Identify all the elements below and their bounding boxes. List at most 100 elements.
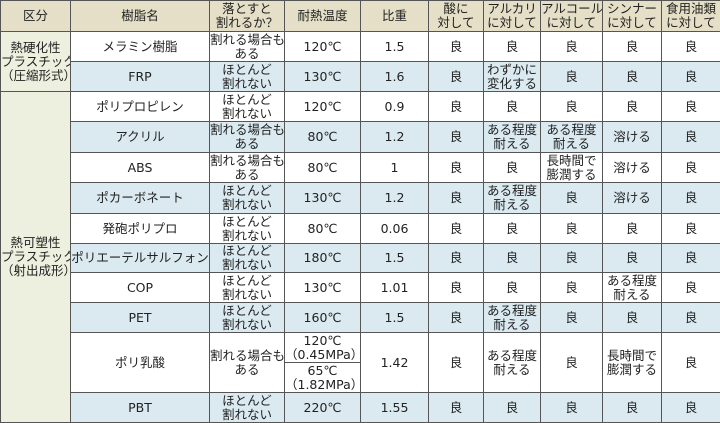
cell-text-line: 食用油類 [662,2,720,16]
cell-text-line: 長時間で [603,349,661,363]
cell-text-line: 良 [429,356,483,370]
specific-gravity-cell: 1.42 [361,333,429,393]
cell-text-line: 良 [429,281,483,295]
specific-gravity-cell: 1.6 [361,62,429,92]
oil-resistance-cell: 良 [662,92,720,122]
resin-name-cell: FRP [71,62,210,92]
header-row: 区分樹脂名落とすと割れるか？耐熱温度比重酸に対してアルカリに対してアルコールに対… [1,1,720,32]
cell-text-line: 良 [429,251,483,265]
acid-resistance-cell: 良 [429,214,484,244]
cell-text-line: 割れる場合も [210,154,284,168]
cell-text-line: 80℃ [285,222,360,236]
heat-resistance-cell: 130℃ [285,183,361,214]
resin-name-cell: メラミン樹脂 [71,32,210,62]
cell-text-line: （1.82MPa） [285,378,360,392]
alkali-resistance-cell: ある程度耐える [484,183,541,214]
alcohol-resistance-cell: 良 [541,183,603,214]
cell-text-line: ある程度 [484,184,540,198]
alkali-resistance-cell: ある程度耐える [484,303,541,333]
category-cell: 熱硬化性プラスチック（圧縮形式） [1,32,71,92]
oil-resistance-cell: 良 [662,122,720,153]
cell-text-line: 良 [484,222,540,236]
cell-text-line: 220℃ [285,401,360,415]
column-header-drop-resistance: 落とすと割れるか？ [210,1,285,32]
alcohol-resistance-cell: 長時間で膨潤する [541,153,603,183]
cell-text-line: 180℃ [285,251,360,265]
cell-text-line: 良 [662,70,720,84]
drop-resistance-cell: 割れる場合もある [210,333,285,393]
cell-text-line: 良 [603,401,661,415]
alcohol-resistance-cell: 良 [541,32,603,62]
drop-resistance-cell: ほとんど割れない [210,62,285,92]
alkali-resistance-cell: 良 [484,153,541,183]
cell-text-line: 熱硬化性 [1,41,70,55]
alkali-resistance-cell: ある程度耐える [484,333,541,393]
cell-text-line: 良 [662,100,720,114]
cell-text-line: （0.45MPa） [285,348,360,362]
cell-text-line: 割れない [210,258,284,272]
cell-text-line: 160℃ [285,311,360,325]
column-header-edible-oil: 食用油類に対して [662,1,720,32]
cell-text-line: 良 [603,251,661,265]
heat-resistance-cell: 180℃ [285,244,361,273]
acid-resistance-cell: 良 [429,92,484,122]
drop-resistance-cell: ほとんど割れない [210,244,285,273]
column-header-acid: 酸に対して [429,1,484,32]
alkali-resistance-cell: 良 [484,273,541,303]
acid-resistance-cell: 良 [429,273,484,303]
thinner-resistance-cell: 溶ける [603,183,662,214]
cell-text-line: 良 [662,281,720,295]
alcohol-resistance-cell: 良 [541,333,603,393]
cell-text-line: 80℃ [285,130,360,144]
cell-text-line: 良 [662,311,720,325]
oil-resistance-cell: 良 [662,32,720,62]
cell-text-line: 良 [484,161,540,175]
column-header-category: 区分 [1,1,71,32]
cell-text-line: ある [210,363,284,377]
cell-text-line: 溶ける [603,161,661,175]
cell-text-line: ある程度 [603,274,661,288]
resin-name-cell: PET [71,303,210,333]
alkali-resistance-cell: ある程度耐える [484,122,541,153]
specific-gravity-cell: 0.9 [361,92,429,122]
column-header-specific-gravity: 比重 [361,1,429,32]
cell-text-line: 良 [603,100,661,114]
cell-text-line: 良 [429,222,483,236]
cell-text-line: ある程度 [484,304,540,318]
drop-resistance-cell: ほとんど割れない [210,393,285,423]
resin-name-cell: 発砲ポリプロ [71,214,210,244]
cell-text-line: に対して [541,16,602,30]
cell-text-line: ある程度 [541,123,602,137]
thinner-resistance-cell: 良 [603,62,662,92]
cell-text-line: 良 [484,251,540,265]
alkali-resistance-cell: 良 [484,92,541,122]
cell-text-line: ほとんど [210,93,284,107]
acid-resistance-cell: 良 [429,244,484,273]
alcohol-resistance-cell: 良 [541,244,603,273]
thinner-resistance-cell: 溶ける [603,153,662,183]
cell-text-line: 割れない [210,77,284,91]
cell-text-line: 耐える [603,288,661,302]
cell-text-line: に対して [484,16,540,30]
cell-text-line: 耐える [484,363,540,377]
heat-resistance-cell: 160℃ [285,303,361,333]
alcohol-resistance-cell: ある程度耐える [541,122,603,153]
thinner-resistance-cell: 溶ける [603,122,662,153]
column-header-thinner: シンナーに対して [603,1,662,32]
cell-text-line: 良 [662,401,720,415]
thinner-resistance-cell: 良 [603,303,662,333]
drop-resistance-cell: ほとんど割れない [210,303,285,333]
cell-text-line: 良 [429,130,483,144]
column-header-heat-resistance: 耐熱温度 [285,1,361,32]
cell-text-line: 良 [662,251,720,265]
cell-text-line: ほとんど [210,304,284,318]
specific-gravity-cell: 0.06 [361,214,429,244]
cell-text-line: 80℃ [285,161,360,175]
acid-resistance-cell: 良 [429,333,484,393]
cell-text-line: 良 [429,401,483,415]
cell-text-line: 120℃ [285,100,360,114]
heat-resistance-cell: 80℃ [285,122,361,153]
